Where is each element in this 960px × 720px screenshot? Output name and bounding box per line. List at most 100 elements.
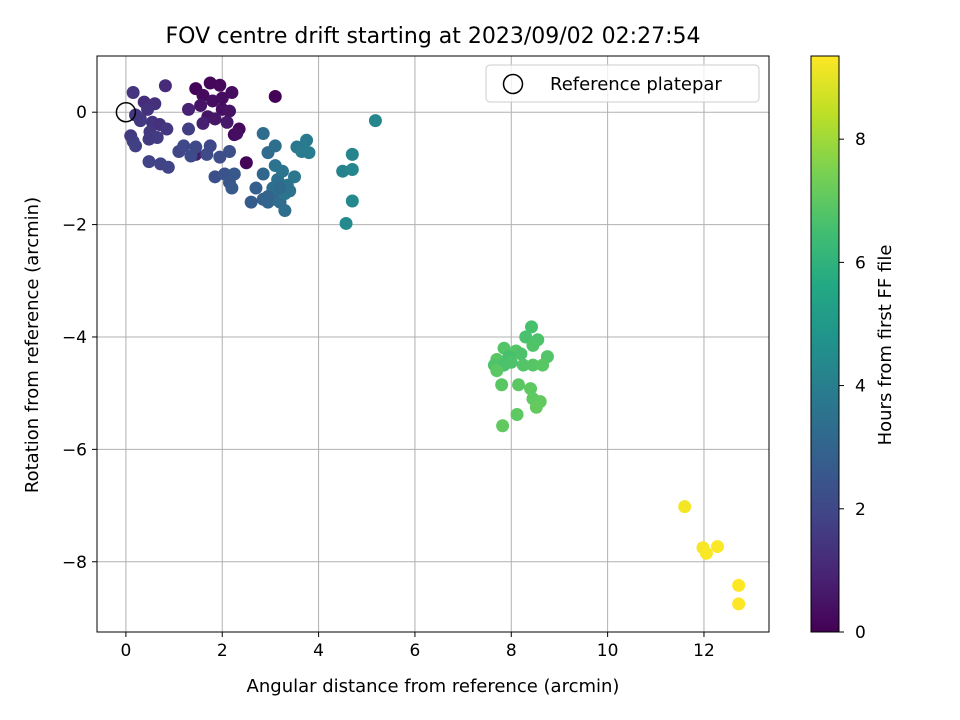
data-point [732, 597, 746, 611]
x-tick-label: 2 [217, 641, 228, 661]
data-point [495, 378, 509, 392]
data-point [244, 195, 258, 209]
data-point [275, 164, 289, 178]
colorbar-tick-label: 2 [855, 500, 866, 520]
reference-point-marker [115, 101, 137, 123]
data-point [345, 147, 359, 161]
data-point [129, 139, 143, 153]
data-point [208, 112, 222, 126]
plot-area: 0 2 4 6 8 10 12 0 −2 −4 −6 −8 [62, 55, 770, 661]
colorbar-tick-label: 8 [855, 130, 866, 150]
x-axis-label: Angular distance from reference (arcmin) [247, 676, 620, 697]
data-point [230, 127, 244, 141]
colorbar-ticks: 0 2 4 6 8 [839, 130, 866, 643]
data-point [261, 189, 275, 203]
data-point [225, 86, 239, 100]
data-point [222, 104, 236, 118]
x-tick-label: 10 [597, 641, 619, 661]
data-point [203, 139, 217, 153]
data-point [184, 149, 198, 163]
legend: Reference platepar [485, 64, 760, 103]
data-point [516, 358, 530, 372]
y-tick-label: 0 [76, 103, 87, 123]
data-point [213, 78, 227, 92]
data-point [490, 364, 504, 378]
data-point [213, 150, 227, 164]
data-point [510, 408, 524, 422]
y-tick-label: −4 [62, 328, 87, 348]
x-tick-label: 4 [313, 641, 324, 661]
data-point [273, 181, 287, 195]
data-point [345, 194, 359, 208]
x-tick-label: 8 [506, 641, 517, 661]
data-point [160, 122, 174, 136]
data-point [182, 122, 196, 136]
axes-frame [96, 55, 770, 633]
data-point [526, 338, 540, 352]
data-point [182, 102, 196, 116]
x-tick-label: 12 [693, 641, 715, 661]
data-point [278, 204, 292, 218]
data-point [141, 102, 155, 116]
data-point [529, 400, 543, 414]
legend-frame [485, 64, 760, 103]
colorbar-tick-label: 6 [855, 253, 866, 273]
data-point [215, 91, 229, 105]
data-point [220, 115, 234, 129]
data-point [524, 382, 538, 396]
y-tick-label: −8 [62, 553, 87, 573]
data-point [496, 419, 510, 433]
data-point [196, 116, 210, 130]
colorbar: 0 2 4 6 8 Hours from first FF file [810, 55, 896, 643]
data-point [227, 167, 241, 181]
colorbar-tick-label: 0 [855, 623, 866, 643]
data-point [142, 155, 156, 169]
colorbar-gradient [810, 55, 840, 633]
data-point [519, 330, 533, 344]
data-point [256, 167, 270, 181]
x-tick-label: 0 [120, 641, 131, 661]
data-point [302, 146, 316, 160]
colorbar-tick-label: 4 [855, 377, 866, 397]
data-point [142, 132, 156, 146]
data-point [126, 86, 140, 100]
data-point [133, 114, 147, 128]
data-point [249, 181, 263, 195]
data-point [268, 139, 282, 153]
data-point [300, 133, 314, 147]
data-point [239, 156, 253, 170]
data-point [288, 170, 302, 184]
data-point [512, 378, 526, 392]
data-point [336, 164, 350, 178]
data-point [514, 347, 528, 361]
data-point [161, 160, 175, 174]
data-point [256, 127, 270, 141]
data-point [699, 546, 713, 560]
data-point [196, 88, 210, 102]
data-point [504, 355, 518, 369]
data-point [158, 79, 172, 93]
data-point [536, 358, 550, 372]
y-tick-label: −6 [62, 440, 87, 460]
data-point [678, 500, 692, 514]
data-point [339, 216, 353, 230]
data-point [732, 578, 746, 592]
x-tick-label: 6 [410, 641, 421, 661]
data-point [368, 114, 382, 128]
data-point [526, 358, 540, 372]
legend-marker-open-circle [502, 73, 524, 95]
data-point [222, 145, 236, 159]
data-point [268, 89, 282, 103]
data-point [710, 540, 724, 554]
data-point [177, 139, 191, 153]
y-tick-label: −2 [62, 216, 87, 236]
data-point [194, 98, 208, 112]
data-point [525, 320, 539, 334]
colorbar-label: Hours from first FF file [875, 245, 896, 446]
legend-label: Reference platepar [550, 74, 722, 95]
chart-title: FOV centre drift starting at 2023/09/02 … [166, 24, 701, 49]
y-axis-label: Rotation from reference (arcmin) [22, 197, 43, 493]
data-point [345, 163, 359, 177]
data-point [225, 181, 239, 195]
